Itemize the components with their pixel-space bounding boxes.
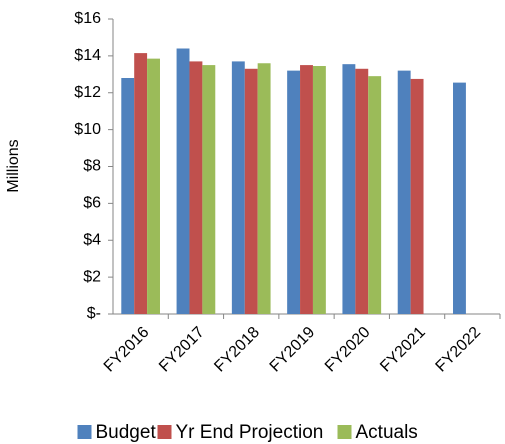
bar (287, 70, 301, 314)
legend-swatch (77, 425, 92, 439)
y-axis-label: Millions (5, 139, 22, 192)
y-tick-label: $14 (74, 47, 101, 64)
y-tick-label: $6 (83, 195, 101, 212)
bar (397, 70, 411, 314)
legend-swatch (157, 425, 172, 439)
y-tick-label: $16 (74, 10, 101, 27)
bar (231, 61, 245, 314)
bar (244, 68, 258, 314)
x-tick-label: FY2018 (211, 324, 263, 376)
legend-swatch (337, 425, 352, 439)
bar (176, 48, 190, 314)
y-tick-label: $8 (83, 158, 101, 175)
legend-label: Yr End Projection (176, 422, 324, 443)
x-tick-label: FY2016 (101, 324, 153, 376)
bar (410, 78, 424, 314)
legend-label: Actuals (356, 422, 418, 443)
bar (202, 65, 216, 314)
bar (368, 76, 382, 314)
bar (342, 64, 356, 314)
bar (453, 82, 466, 314)
bar (300, 65, 313, 314)
x-tick-label: FY2020 (322, 324, 374, 376)
x-tick-label: FY2021 (377, 324, 429, 376)
y-tick-label: $4 (83, 231, 101, 248)
bar (257, 63, 271, 314)
y-tick-label: $12 (74, 84, 101, 101)
bar (312, 66, 326, 314)
bar (355, 68, 369, 314)
legend-label: Budget (96, 422, 157, 443)
bar (147, 58, 160, 314)
x-tick-label: FY2019 (267, 324, 319, 376)
y-tick-label: $10 (74, 121, 101, 138)
x-tick-label: FY2022 (433, 324, 485, 376)
y-tick-label: $2 (83, 268, 101, 285)
bar (134, 53, 148, 314)
y-tick-label: $- (87, 305, 101, 322)
bar (121, 78, 135, 314)
x-tick-label: FY2017 (156, 324, 208, 376)
bar (189, 61, 203, 314)
